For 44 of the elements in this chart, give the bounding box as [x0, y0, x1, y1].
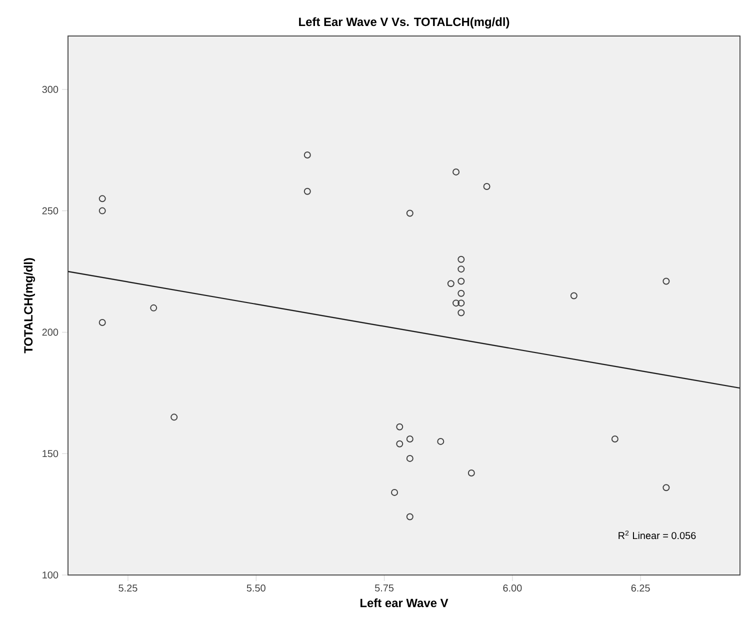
point	[406, 210, 414, 217]
x-tick-label: 6.25	[631, 584, 650, 592]
annotation: R$^{2}$ Linear = 0.056	[618, 530, 696, 540]
point	[170, 414, 178, 421]
point	[98, 318, 106, 326]
x-tick-label: 5.75	[374, 584, 394, 592]
point	[98, 207, 106, 214]
y-tick-label: 100	[42, 571, 58, 579]
chart-title: Left Ear Wave V Vs. TOTALCH(mg/dl)	[299, 17, 510, 28]
point	[458, 300, 465, 307]
point	[452, 168, 460, 176]
point	[611, 436, 618, 443]
y-tick-label: 250	[42, 207, 58, 214]
point	[458, 290, 465, 297]
point	[662, 484, 670, 492]
point	[447, 280, 454, 288]
point	[458, 256, 465, 263]
x-tick-label: 5.50	[246, 584, 266, 592]
point	[406, 436, 414, 443]
point	[396, 440, 404, 448]
y-tick-label: 200	[42, 328, 58, 336]
point	[570, 292, 578, 300]
x-tick-label: 5.25	[118, 584, 138, 592]
point	[458, 278, 465, 285]
point	[452, 300, 460, 307]
point	[304, 188, 311, 195]
point	[406, 513, 414, 520]
y-axis-title: TOTALCH(mg/dl)	[24, 258, 36, 354]
point	[391, 488, 398, 496]
y-tick-label: 300	[42, 86, 58, 93]
point	[150, 304, 158, 312]
y-tick-label: 150	[42, 450, 58, 458]
point	[98, 195, 106, 202]
x-axis-title: Left ear Wave V	[360, 598, 448, 608]
point	[458, 309, 465, 316]
point	[458, 266, 465, 273]
point	[304, 151, 311, 158]
point	[437, 438, 444, 445]
point	[662, 278, 670, 285]
point	[483, 183, 490, 190]
point	[468, 470, 475, 477]
point	[396, 423, 404, 430]
point	[406, 454, 414, 462]
x-tick-label: 6.00	[503, 584, 522, 592]
